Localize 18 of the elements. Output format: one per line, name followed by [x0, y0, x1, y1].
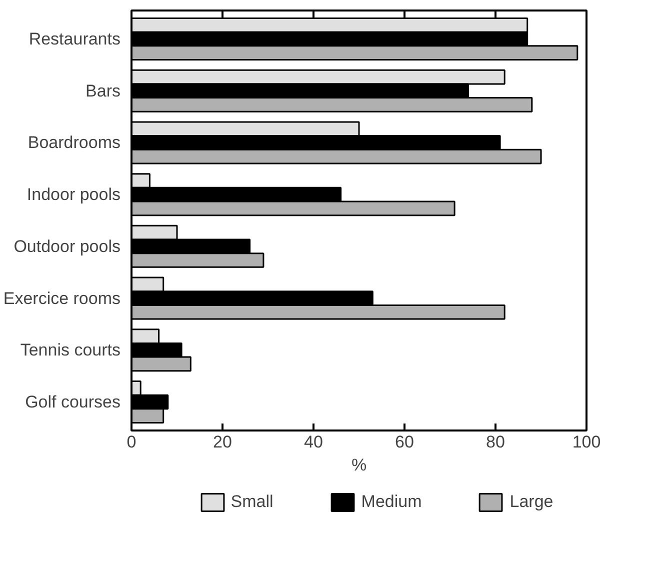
x-axis-title: %: [351, 456, 367, 474]
x-tick-label: 100: [572, 432, 601, 452]
y-tick-label: Outdoor pools: [14, 236, 121, 256]
x-tick-label: 60: [395, 432, 414, 452]
y-tick-label: Tennis courts: [20, 340, 121, 360]
legend-label: Medium: [361, 492, 422, 512]
y-tick-label: Boardrooms: [28, 133, 121, 152]
y-tick-label: Restaurants: [28, 30, 121, 49]
legend-label: Large: [510, 492, 554, 512]
legend-label: Small: [230, 492, 274, 512]
y-tick-label: Bars: [86, 81, 121, 100]
x-tick-label: 40: [304, 432, 323, 452]
y-tick-label: Golf courses: [25, 392, 121, 412]
y-tick-label: Exercice rooms: [3, 288, 120, 308]
x-tick-label: 20: [213, 432, 232, 452]
x-tick-label: 0: [126, 432, 136, 452]
y-tick-label: Indoor pools: [26, 185, 121, 204]
x-tick-label: 80: [486, 432, 505, 452]
